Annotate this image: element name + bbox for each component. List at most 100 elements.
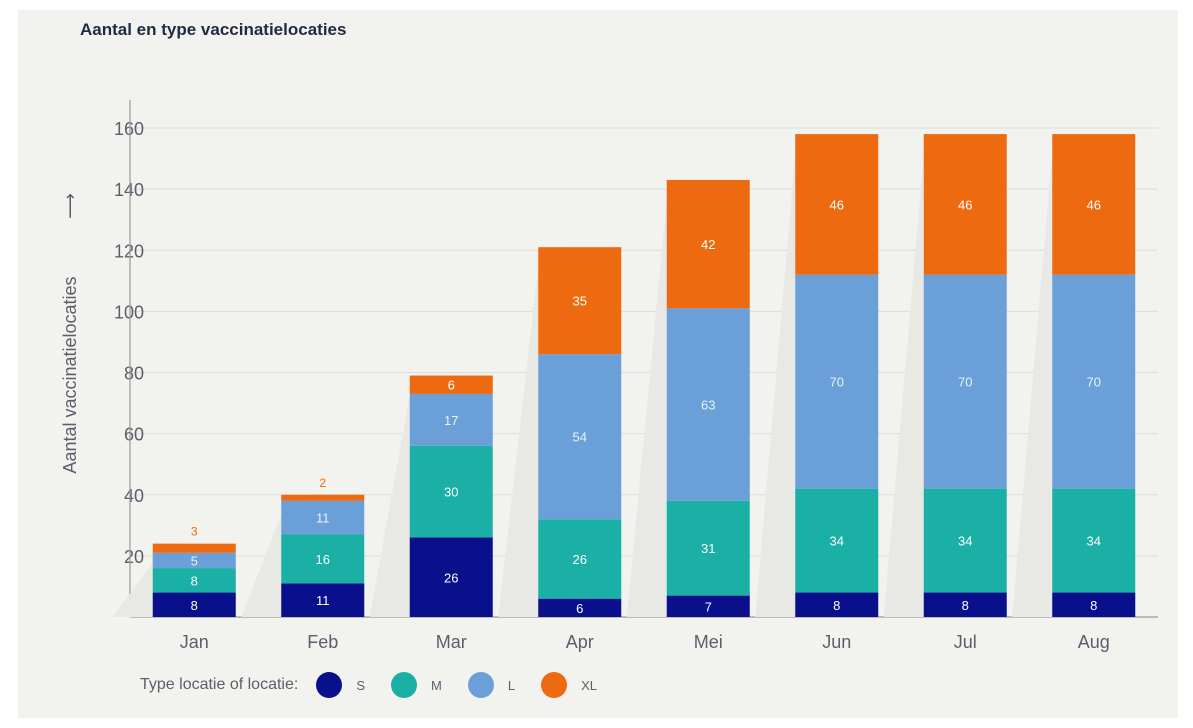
y-axis-arrow: ⟶: [60, 193, 80, 219]
bar-segment-m: [923, 488, 1007, 593]
y-axis-label: Aantal vaccinatielocaties: [60, 276, 80, 473]
bar-segment-l: [409, 393, 493, 446]
bar-segment-xl: [281, 494, 365, 501]
data-label: 30: [444, 485, 458, 500]
x-tick-label: Jun: [822, 632, 851, 652]
data-label: 54: [573, 430, 587, 445]
bar-segment-s: [1052, 592, 1136, 617]
data-label: 70: [830, 375, 844, 390]
bar-segment-m: [1052, 488, 1136, 593]
bar-segment-l: [1052, 274, 1136, 489]
data-label: 8: [962, 598, 969, 613]
chart-title: Aantal en type vaccinatielocaties: [80, 20, 347, 39]
data-label: 34: [958, 534, 972, 549]
legend-swatch: [316, 672, 343, 698]
bar-shadow: [498, 267, 539, 617]
data-label: 11: [316, 511, 330, 526]
bar-segment-xl: [795, 134, 879, 275]
x-tick-label: Aug: [1078, 632, 1110, 652]
data-label: 70: [1087, 375, 1101, 390]
y-tick-label: 140: [114, 180, 144, 200]
bar-segment-s: [666, 595, 750, 617]
data-label: 42: [701, 237, 715, 252]
data-label: 8: [191, 598, 198, 613]
data-label: 34: [830, 534, 844, 549]
legend-label: S: [356, 677, 365, 693]
legend-swatch: [467, 672, 494, 698]
data-label: 46: [958, 197, 972, 212]
legend-swatch: [541, 672, 568, 698]
bar-shadow: [755, 154, 796, 618]
bar-segment-l: [281, 500, 365, 535]
data-label: 34: [1087, 534, 1101, 549]
bar-shadow: [883, 154, 924, 618]
legend: Type locatie of locatie: S M L XL: [140, 672, 623, 698]
x-tick-label: Apr: [566, 632, 594, 652]
legend-item-m: M: [390, 672, 442, 698]
bar-shadow: [112, 563, 153, 617]
bar-segment-s: [281, 583, 365, 617]
bar-segment-m: [538, 519, 622, 599]
bar-segment-xl: [666, 179, 750, 309]
bar-segment-xl: [538, 247, 622, 355]
bar-segment-s: [409, 537, 493, 617]
y-tick-label: 80: [124, 364, 144, 384]
data-label: 63: [701, 398, 715, 413]
data-label: 31: [701, 541, 715, 556]
y-tick-label: 120: [114, 241, 144, 261]
bar-segment-l: [538, 354, 622, 520]
data-label: 11: [316, 593, 330, 608]
data-label: 46: [1087, 197, 1101, 212]
bar-segment-m: [409, 445, 493, 538]
data-label: 3: [191, 525, 198, 539]
bar-segment-l: [923, 274, 1007, 489]
legend-label: XL: [581, 677, 597, 693]
bar-segment-l: [666, 308, 750, 501]
legend-item-l: L: [467, 672, 516, 698]
x-tick-label: Mei: [694, 632, 723, 652]
bar-segment-s: [538, 598, 622, 617]
bar-segment-m: [666, 500, 750, 596]
legend-label: L: [507, 677, 516, 693]
bar-segment-l: [795, 274, 879, 489]
bar-segment-l: [152, 552, 236, 569]
data-label: 35: [573, 294, 587, 309]
data-label: 70: [958, 375, 972, 390]
bar-segment-xl: [1052, 134, 1136, 275]
data-label: 16: [316, 552, 330, 567]
data-label: 6: [576, 601, 583, 616]
legend-title: Type locatie of locatie:: [140, 676, 299, 693]
data-label: 26: [573, 552, 587, 567]
x-tick-label: Jul: [954, 632, 977, 652]
bar-segment-xl: [923, 134, 1007, 275]
bar-segment-s: [795, 592, 879, 617]
bar-shadow: [369, 395, 410, 617]
data-label: 8: [833, 598, 840, 613]
bar-segment-s: [152, 592, 236, 617]
legend-item-xl: XL: [541, 672, 597, 698]
bar-shadow: [1012, 154, 1053, 618]
data-label: 8: [1090, 598, 1097, 613]
x-tick-label: Jan: [180, 632, 209, 652]
bar-segment-s: [923, 592, 1007, 617]
data-label: 8: [191, 573, 198, 588]
legend-label: M: [430, 677, 442, 693]
bar-segment-xl: [409, 375, 493, 394]
data-label: 5: [191, 553, 198, 568]
legend-swatch: [390, 672, 417, 698]
bar-shadow: [241, 514, 282, 617]
bar-segment-xl: [152, 543, 236, 553]
x-tick-label: Mar: [436, 632, 467, 652]
y-tick-label: 40: [124, 486, 144, 506]
data-label: 7: [705, 599, 712, 614]
y-tick-label: 100: [114, 302, 144, 322]
bar-segment-m: [281, 534, 365, 584]
data-label: 17: [444, 413, 458, 428]
bar-shadow: [626, 199, 667, 618]
x-tick-label: Feb: [307, 632, 338, 652]
y-tick-label: 60: [124, 425, 144, 445]
data-label: 46: [830, 197, 844, 212]
data-label: 26: [444, 570, 458, 585]
data-label: 6: [448, 378, 455, 393]
